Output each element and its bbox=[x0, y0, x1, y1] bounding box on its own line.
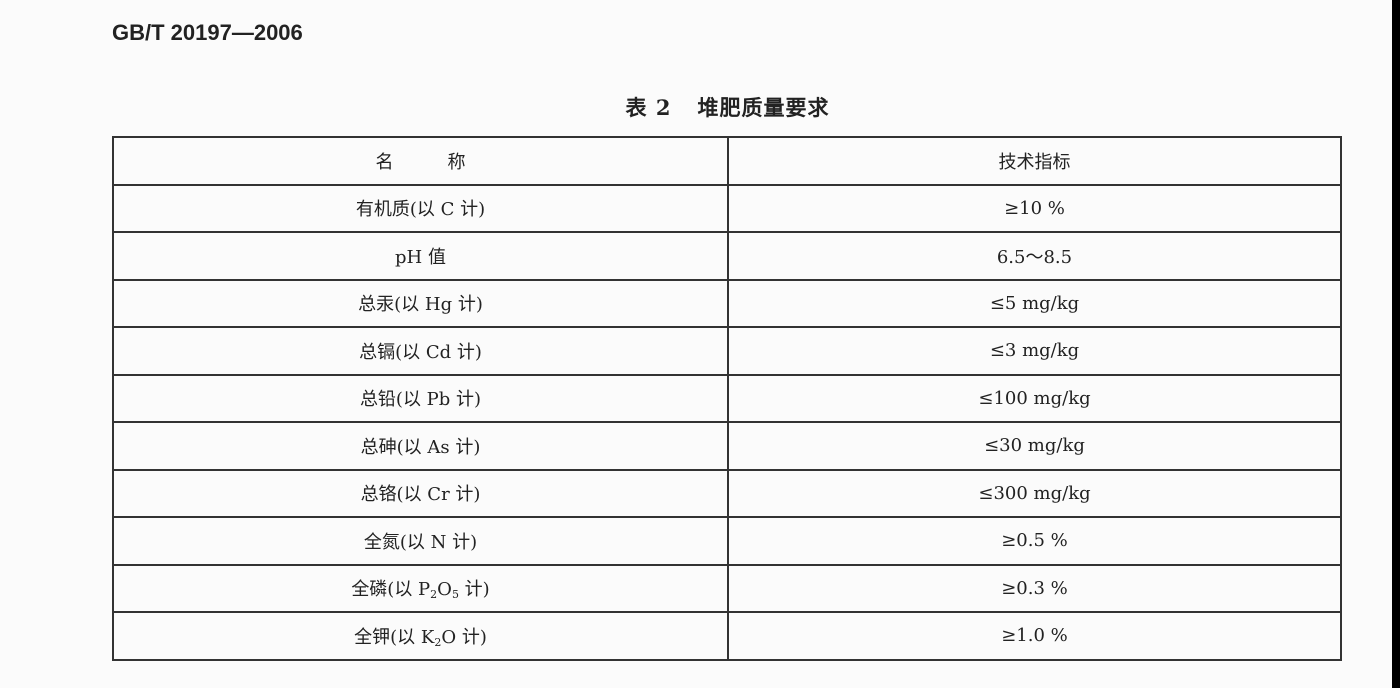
row-name: 全钾(以 K2O 计) bbox=[113, 611, 729, 660]
row-value: ≤300 mg/kg bbox=[728, 468, 1341, 517]
scan-edge-bar bbox=[1392, 0, 1400, 688]
row-name: 总砷(以 As 计) bbox=[113, 421, 729, 470]
row-name: 全氮(以 N 计) bbox=[113, 516, 729, 565]
row-value: ≥0.5 % bbox=[728, 516, 1341, 565]
name-text: O 计) bbox=[441, 626, 487, 648]
row-value: 6.5～8.5 bbox=[728, 231, 1341, 280]
row-value: ≤3 mg/kg bbox=[728, 326, 1341, 375]
row-name: 总铬(以 Cr 计) bbox=[113, 468, 729, 517]
row-name: 总铅(以 Pb 计) bbox=[113, 373, 729, 422]
table-row: 有机质(以 C 计) ≥10 % bbox=[113, 183, 1341, 232]
table-row: 总砷(以 As 计) ≤30 mg/kg bbox=[113, 421, 1341, 470]
table-row: 总铬(以 Cr 计) ≤300 mg/kg bbox=[113, 468, 1341, 517]
table-row: 全钾(以 K2O 计) ≥1.0 % bbox=[113, 611, 1341, 660]
table-row: 总汞(以 Hg 计) ≤5 mg/kg bbox=[113, 278, 1341, 327]
row-value: ≤5 mg/kg bbox=[728, 278, 1341, 327]
row-name: 全磷(以 P2O5 计) bbox=[113, 563, 729, 612]
table-row: 全磷(以 P2O5 计) ≥0.3 % bbox=[113, 563, 1341, 612]
subscript: 2 bbox=[434, 635, 442, 649]
table-row: pH 值 6.5～8.5 bbox=[113, 231, 1341, 280]
table-caption: 表 2 堆肥质量要求 bbox=[0, 92, 1400, 122]
row-name: 有机质(以 C 计) bbox=[113, 183, 729, 232]
table-header-row: 名 称 技术指标 bbox=[113, 137, 1341, 185]
name-text: O bbox=[437, 579, 452, 601]
row-value: ≤30 mg/kg bbox=[728, 421, 1341, 470]
row-name: 总镉(以 Cd 计) bbox=[113, 326, 729, 375]
standard-number: GB/T 20197—2006 bbox=[112, 20, 303, 45]
column-header-name: 名 称 bbox=[113, 137, 729, 185]
subscript: 5 bbox=[451, 588, 459, 602]
table-row: 总镉(以 Cd 计) ≤3 mg/kg bbox=[113, 326, 1341, 375]
column-header-indicator: 技术指标 bbox=[998, 151, 1071, 173]
row-value: ≥0.3 % bbox=[728, 563, 1341, 612]
name-text: 全磷(以 P bbox=[351, 579, 431, 601]
compost-quality-table: 名 称 技术指标 有机质(以 C 计) ≥10 % pH 值 6.5～8.5 总汞(… bbox=[112, 136, 1342, 661]
name-text: 计) bbox=[458, 579, 490, 601]
subscript: 2 bbox=[430, 588, 438, 602]
row-name: 总汞(以 Hg 计) bbox=[113, 278, 729, 327]
row-value: ≥10 % bbox=[728, 183, 1341, 232]
table-row: 总铅(以 Pb 计) ≤100 mg/kg bbox=[113, 373, 1341, 422]
table-row: 全氮(以 N 计) ≥0.5 % bbox=[113, 516, 1341, 565]
row-name: pH 值 bbox=[113, 231, 729, 280]
table-number: 表 2 bbox=[625, 95, 672, 120]
name-text: 全钾(以 K bbox=[354, 626, 435, 648]
row-value: ≥1.0 % bbox=[728, 611, 1341, 660]
row-value: ≤100 mg/kg bbox=[728, 373, 1341, 422]
table-title: 堆肥质量要求 bbox=[697, 95, 830, 120]
